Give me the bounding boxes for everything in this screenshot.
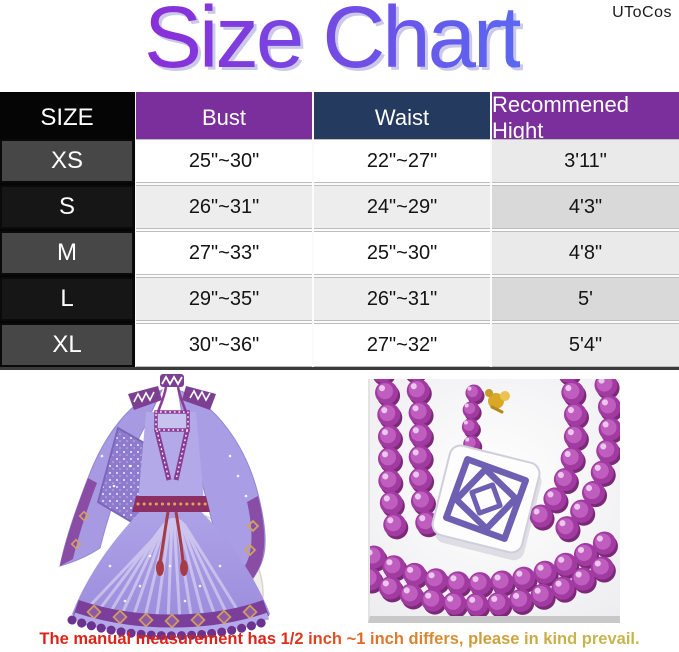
- table-row-l: L 29"~35" 26"~31" 5': [0, 277, 679, 321]
- bust-value: 25"~30": [136, 139, 312, 183]
- size-label: S: [0, 185, 134, 229]
- necklace-photo: [368, 379, 620, 623]
- brand-text: UToCos: [612, 4, 672, 21]
- bust-value: 30"~36": [136, 323, 312, 367]
- page-title: Size Chart: [144, 0, 523, 81]
- height-value: 4'8": [492, 231, 679, 275]
- height-value: 5'4": [492, 323, 679, 367]
- waist-value: 25"~30": [314, 231, 490, 275]
- size-label: XS: [0, 139, 134, 183]
- table-row-xl: XL 30"~36" 27"~32" 5'4": [0, 323, 679, 367]
- size-label: L: [0, 277, 134, 321]
- height-value: 4'3": [492, 185, 679, 229]
- size-label: M: [0, 231, 134, 275]
- header-cell-bust: Bust: [136, 92, 312, 144]
- header-cell-size: SIZE: [0, 92, 134, 144]
- dress-photo: [10, 366, 332, 646]
- table-row-xs: XS 25"~30" 22"~27" 3'11": [0, 139, 679, 183]
- waist-value: 27"~32": [314, 323, 490, 367]
- footer-note: The manual measurement has 1/2 inch ~1 i…: [0, 630, 679, 649]
- height-value: 3'11": [492, 139, 679, 183]
- height-value: 5': [492, 277, 679, 321]
- table-row-s: S 26"~31" 24"~29" 4'3": [0, 185, 679, 229]
- rose-pendant-icon: [431, 444, 542, 561]
- bust-value: 26"~31": [136, 185, 312, 229]
- table-row-m: M 27"~33" 25"~30" 4'8": [0, 231, 679, 275]
- gold-clasp-icon: [485, 389, 510, 414]
- header-cell-waist: Waist: [314, 92, 490, 144]
- bust-value: 27"~33": [136, 231, 312, 275]
- size-table: SIZE Bust Waist Recommened Hight XS 25"~…: [0, 92, 679, 370]
- waist-value: 26"~31": [314, 277, 490, 321]
- size-label: XL: [0, 323, 134, 367]
- table-header-row: SIZE Bust Waist Recommened Hight: [0, 92, 679, 144]
- waist-value: 22"~27": [314, 139, 490, 183]
- header-cell-height: Recommened Hight: [492, 92, 679, 144]
- waist-value: 24"~29": [314, 185, 490, 229]
- bust-value: 29"~35": [136, 277, 312, 321]
